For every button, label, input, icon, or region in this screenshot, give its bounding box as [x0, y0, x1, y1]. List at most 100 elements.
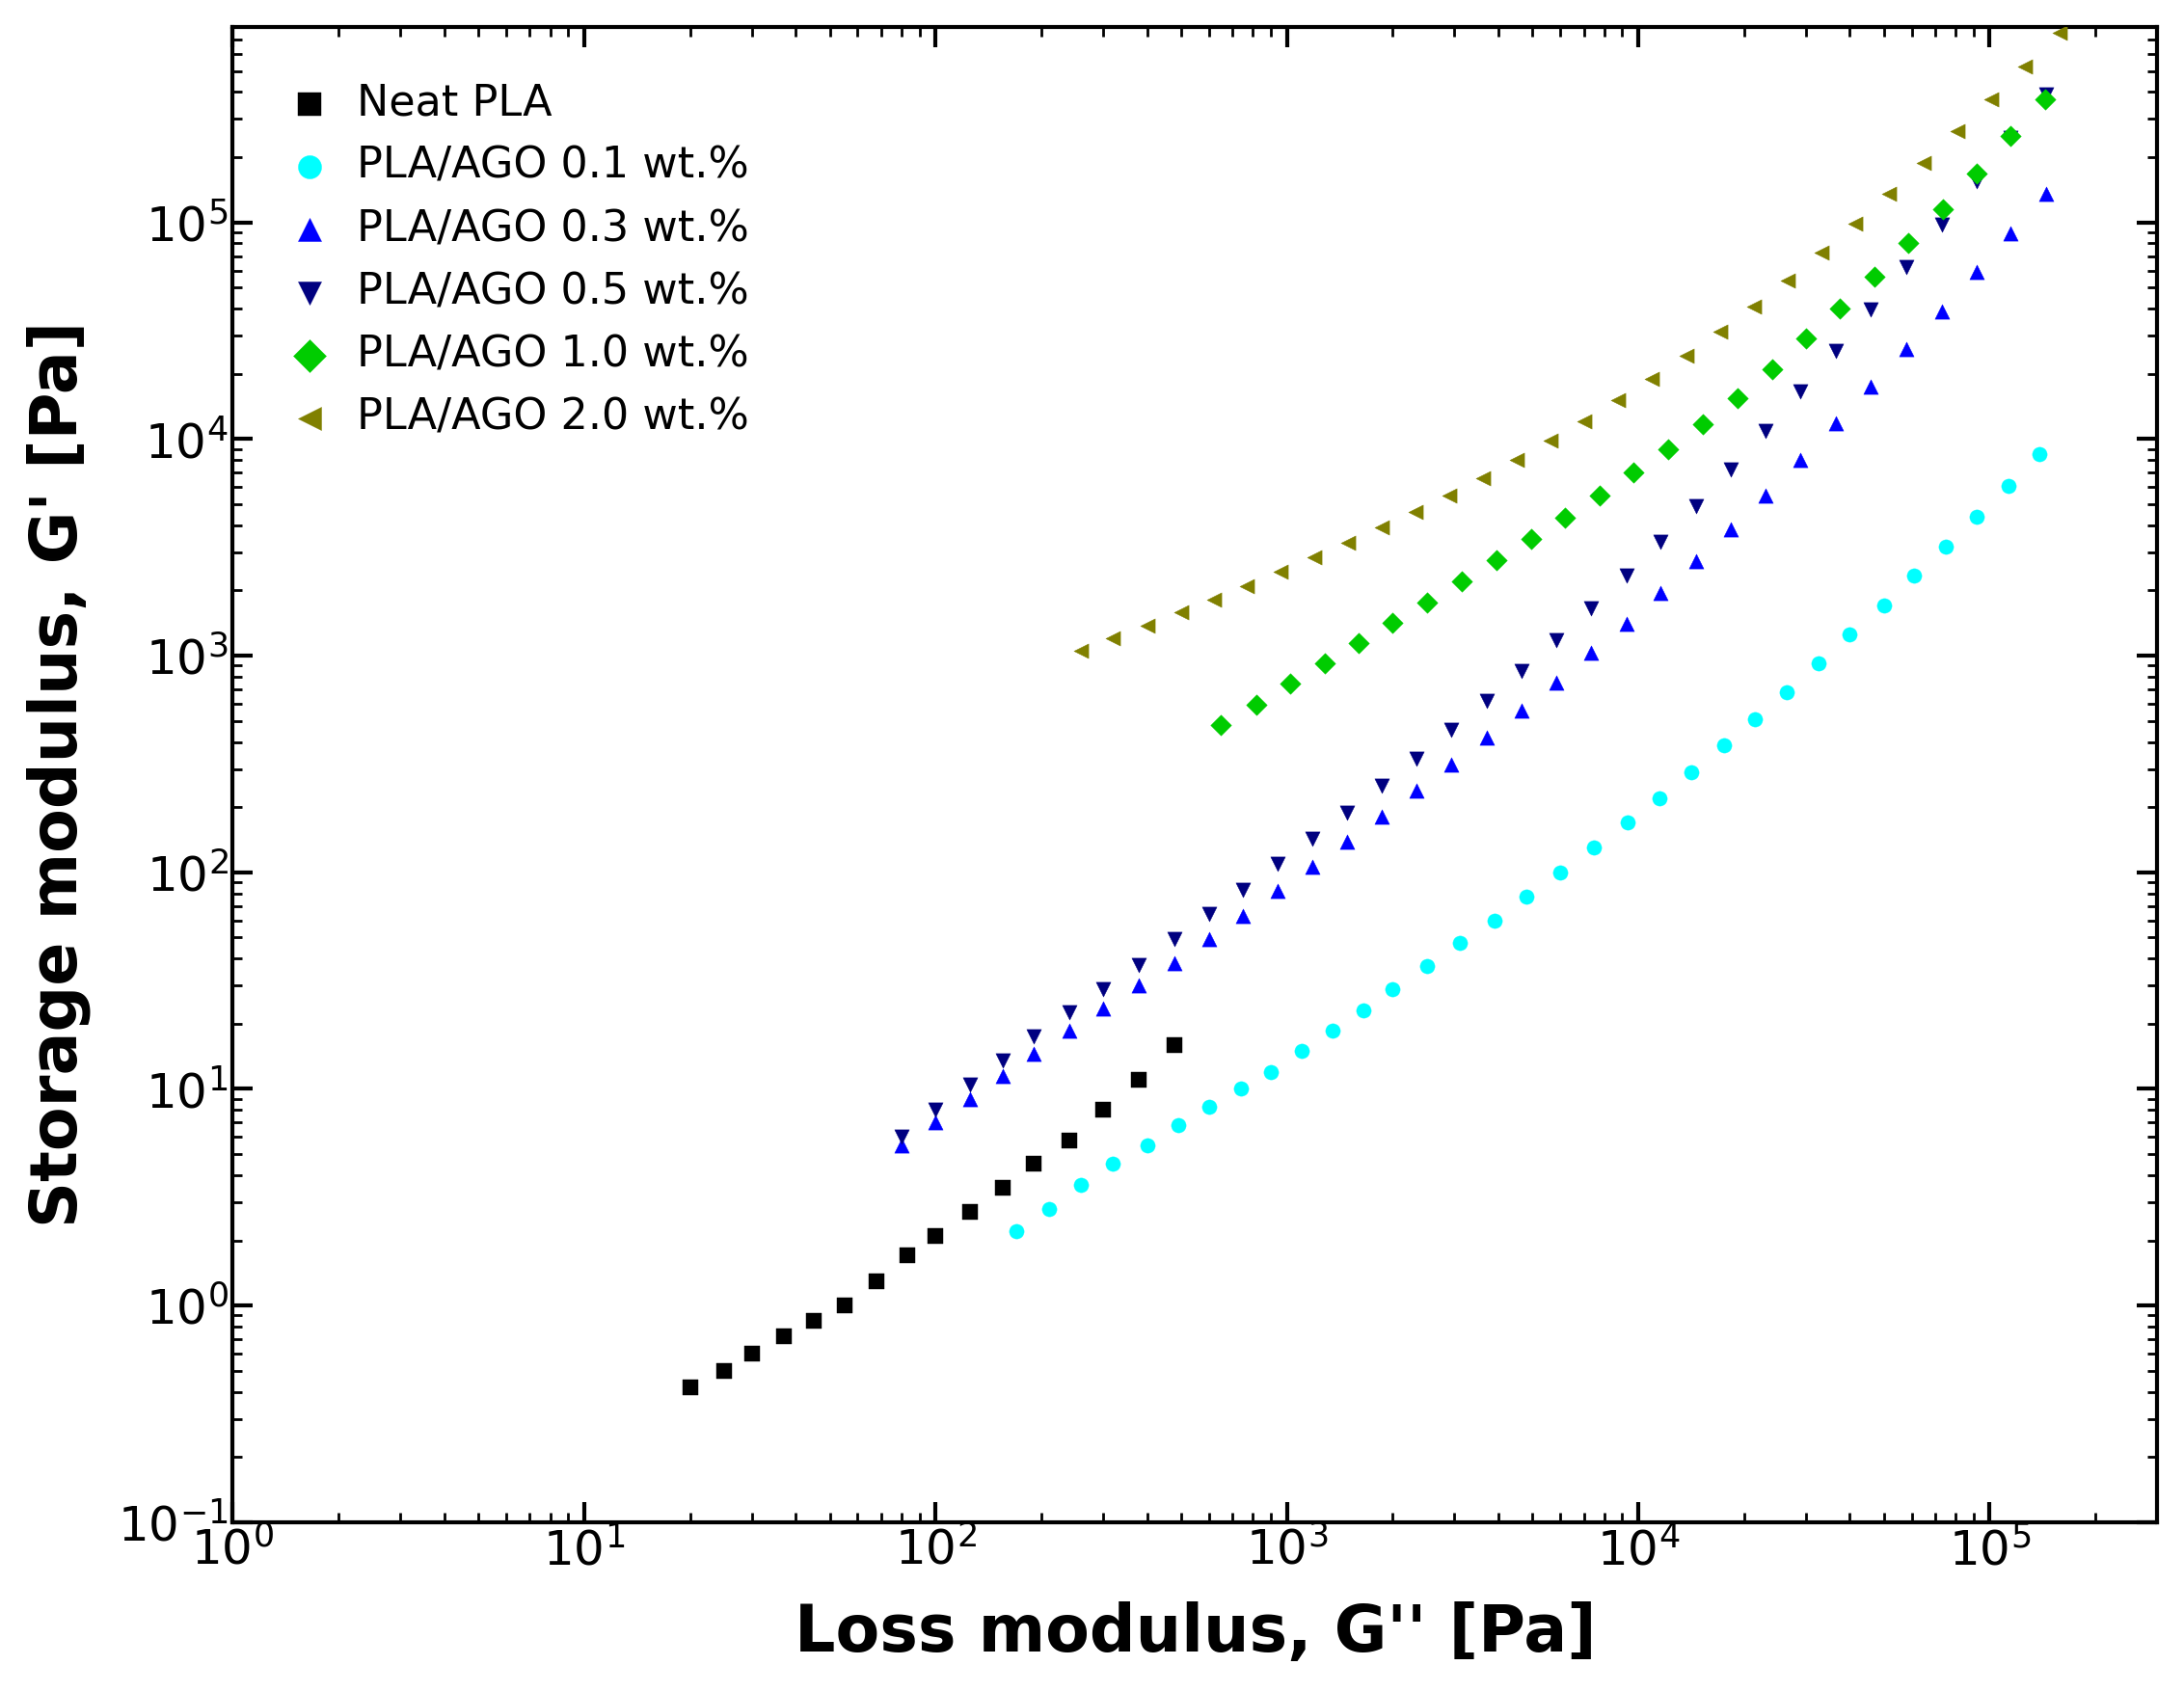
PLA/AGO 2.0 wt.% — [1939, 118, 1974, 146]
Neat PLA — [673, 1374, 708, 1401]
PLA/AGO 0.3 wt.% — [917, 1108, 952, 1135]
PLA/AGO 0.1 wt.% — [1254, 1058, 1289, 1085]
PLA/AGO 1.0 wt.% — [1341, 629, 1376, 656]
PLA/AGO 0.5 wt.% — [1959, 168, 1994, 195]
PLA/AGO 2.0 wt.% — [1330, 530, 1365, 557]
PLA/AGO 1.0 wt.% — [1376, 609, 1411, 636]
PLA/AGO 0.5 wt.% — [1610, 562, 1645, 589]
PLA/AGO 0.5 wt.% — [1575, 596, 1610, 623]
Neat PLA — [1085, 1096, 1120, 1123]
PLA/AGO 0.3 wt.% — [1959, 259, 1994, 286]
PLA/AGO 0.1 wt.% — [1706, 733, 1741, 760]
PLA/AGO 2.0 wt.% — [1736, 293, 1771, 320]
PLA/AGO 0.3 wt.% — [1782, 447, 1817, 474]
PLA/AGO 0.5 wt.% — [1400, 744, 1435, 772]
PLA/AGO 0.3 wt.% — [1994, 220, 2029, 247]
PLA/AGO 2.0 wt.% — [1365, 514, 1400, 541]
PLA/AGO 0.5 wt.% — [1260, 851, 1295, 878]
PLA/AGO 0.3 wt.% — [1192, 926, 1227, 953]
PLA/AGO 0.5 wt.% — [1994, 125, 2029, 152]
PLA/AGO 0.1 wt.% — [1409, 953, 1444, 980]
PLA/AGO 0.1 wt.% — [1577, 834, 1612, 861]
Legend: Neat PLA, PLA/AGO 0.1 wt.%, PLA/AGO 0.3 wt.%, PLA/AGO 0.5 wt.%, PLA/AGO 1.0 wt.%: Neat PLA, PLA/AGO 0.1 wt.%, PLA/AGO 0.3 … — [253, 47, 784, 472]
PLA/AGO 2.0 wt.% — [1634, 365, 1669, 393]
PLA/AGO 2.0 wt.% — [1907, 149, 1942, 176]
PLA/AGO 2.0 wt.% — [1096, 624, 1131, 651]
PLA/AGO 0.3 wt.% — [1505, 697, 1540, 724]
PLA/AGO 1.0 wt.% — [1789, 325, 1824, 352]
PLA/AGO 0.5 wt.% — [952, 1071, 987, 1098]
PLA/AGO 0.3 wt.% — [1642, 579, 1677, 606]
PLA/AGO 0.3 wt.% — [1924, 298, 1959, 325]
PLA/AGO 0.3 wt.% — [1575, 640, 1610, 667]
PLA/AGO 0.3 wt.% — [1085, 995, 1120, 1022]
PLA/AGO 0.1 wt.% — [1769, 678, 1804, 706]
PLA/AGO 0.1 wt.% — [2022, 442, 2057, 469]
PLA/AGO 2.0 wt.% — [2042, 19, 2077, 46]
PLA/AGO 0.1 wt.% — [1992, 472, 2027, 499]
PLA/AGO 0.1 wt.% — [1376, 975, 1411, 1002]
PLA/AGO 2.0 wt.% — [1230, 572, 1265, 599]
PLA/AGO 1.0 wt.% — [1686, 411, 1721, 438]
PLA/AGO 0.1 wt.% — [1867, 592, 1902, 619]
PLA/AGO 0.3 wt.% — [1712, 516, 1747, 543]
PLA/AGO 0.5 wt.% — [1365, 772, 1400, 799]
PLA/AGO 2.0 wt.% — [1704, 318, 1738, 345]
PLA/AGO 0.3 wt.% — [1225, 902, 1260, 929]
PLA/AGO 2.0 wt.% — [1771, 267, 1806, 294]
PLA/AGO 1.0 wt.% — [1616, 459, 1651, 486]
PLA/AGO 2.0 wt.% — [2007, 52, 2042, 80]
PLA/AGO 0.5 wt.% — [1505, 658, 1540, 685]
PLA/AGO 0.1 wt.% — [1959, 503, 1994, 530]
PLA/AGO 0.1 wt.% — [1675, 758, 1710, 785]
Neat PLA — [1053, 1127, 1088, 1154]
PLA/AGO 0.3 wt.% — [885, 1132, 919, 1159]
PLA/AGO 1.0 wt.% — [1994, 124, 2029, 151]
PLA/AGO 0.5 wt.% — [1642, 528, 1677, 555]
PLA/AGO 2.0 wt.% — [1500, 447, 1535, 474]
PLA/AGO 2.0 wt.% — [1601, 387, 1636, 415]
Neat PLA — [858, 1267, 893, 1294]
PLA/AGO 1.0 wt.% — [1924, 196, 1959, 223]
PLA/AGO 1.0 wt.% — [1754, 355, 1789, 382]
PLA/AGO 0.5 wt.% — [1540, 628, 1575, 655]
Neat PLA — [797, 1308, 832, 1335]
PLA/AGO 1.0 wt.% — [1721, 384, 1756, 411]
PLA/AGO 0.1 wt.% — [1509, 883, 1544, 910]
PLA/AGO 0.5 wt.% — [1016, 1022, 1051, 1049]
PLA/AGO 0.5 wt.% — [1889, 254, 1924, 281]
PLA/AGO 1.0 wt.% — [1651, 435, 1686, 462]
PLA/AGO 0.5 wt.% — [885, 1123, 919, 1151]
PLA/AGO 0.5 wt.% — [1085, 975, 1120, 1002]
PLA/AGO 0.1 wt.% — [1441, 931, 1476, 958]
PLA/AGO 0.3 wt.% — [1854, 372, 1889, 399]
PLA/AGO 0.3 wt.% — [1158, 949, 1192, 976]
Neat PLA — [828, 1293, 863, 1320]
PLA/AGO 1.0 wt.% — [1548, 504, 1583, 531]
Neat PLA — [1016, 1151, 1051, 1178]
PLA/AGO 0.5 wt.% — [1192, 900, 1227, 927]
X-axis label: Loss modulus, G'' [Pa]: Loss modulus, G'' [Pa] — [795, 1602, 1597, 1665]
Neat PLA — [917, 1222, 952, 1249]
PLA/AGO 1.0 wt.% — [2027, 86, 2062, 113]
PLA/AGO 0.1 wt.% — [1315, 1017, 1350, 1044]
Neat PLA — [705, 1357, 740, 1384]
Neat PLA — [889, 1242, 924, 1269]
PLA/AGO 0.3 wt.% — [952, 1085, 987, 1112]
PLA/AGO 0.3 wt.% — [1679, 548, 1714, 575]
PLA/AGO 0.1 wt.% — [1284, 1037, 1319, 1064]
PLA/AGO 0.5 wt.% — [1924, 212, 1959, 239]
Neat PLA — [985, 1174, 1020, 1201]
PLA/AGO 0.5 wt.% — [1747, 418, 1782, 445]
PLA/AGO 1.0 wt.% — [1273, 670, 1308, 697]
PLA/AGO 0.3 wt.% — [1295, 853, 1330, 880]
PLA/AGO 0.3 wt.% — [1365, 804, 1400, 831]
PLA/AGO 0.1 wt.% — [1160, 1112, 1195, 1139]
PLA/AGO 0.5 wt.% — [1295, 826, 1330, 853]
PLA/AGO 1.0 wt.% — [1821, 294, 1856, 321]
PLA/AGO 0.3 wt.% — [1123, 971, 1158, 998]
PLA/AGO 0.5 wt.% — [1123, 951, 1158, 978]
PLA/AGO 0.5 wt.% — [1782, 377, 1817, 404]
PLA/AGO 2.0 wt.% — [1839, 210, 1874, 237]
PLA/AGO 0.5 wt.% — [1819, 337, 1854, 364]
